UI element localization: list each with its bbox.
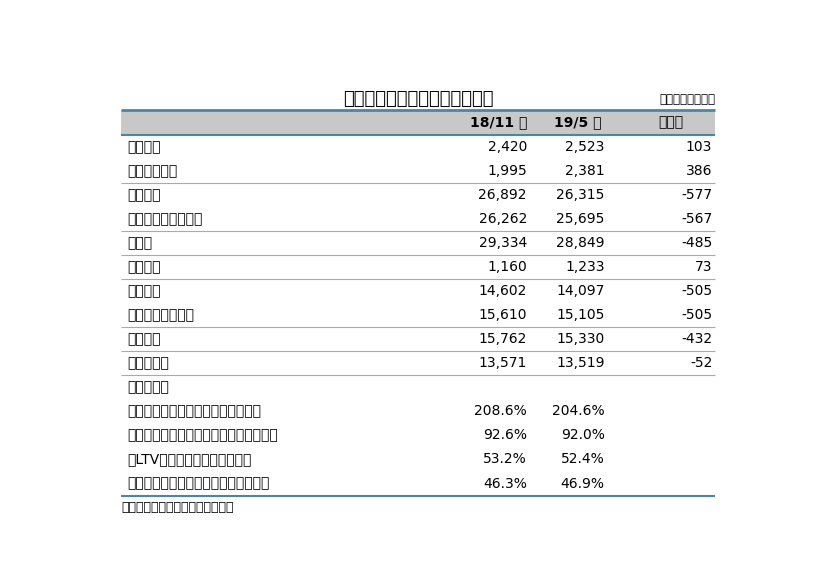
Text: 2,523: 2,523 xyxy=(565,140,605,154)
Text: 2,420: 2,420 xyxy=(488,140,527,154)
Text: 出所：決算短信よりフィスコ作成: 出所：決算短信よりフィスコ作成 xyxy=(121,501,233,514)
Text: ＜安全性＞: ＜安全性＞ xyxy=(127,381,169,395)
Text: （単位：百万円）: （単位：百万円） xyxy=(659,93,716,106)
Text: 自己資本比率（自己資本／総資産）: 自己資本比率（自己資本／総資産） xyxy=(127,477,269,491)
Text: 46.3%: 46.3% xyxy=(483,477,527,491)
Text: 386: 386 xyxy=(685,164,712,178)
Text: 長期負債比率（長期負債／負債合計）: 長期負債比率（長期負債／負債合計） xyxy=(127,428,278,442)
Text: 2,381: 2,381 xyxy=(565,164,605,178)
Text: 固定負債: 固定負債 xyxy=(127,284,161,298)
Text: 46.9%: 46.9% xyxy=(561,477,605,491)
Text: 1,160: 1,160 xyxy=(487,260,527,274)
Text: -505: -505 xyxy=(681,284,712,298)
Text: 1,995: 1,995 xyxy=(487,164,527,178)
Text: 18/11 期: 18/11 期 xyxy=(471,115,528,130)
Text: 26,315: 26,315 xyxy=(557,188,605,202)
Text: 26,262: 26,262 xyxy=(479,212,527,226)
Text: （現預金）: （現預金） xyxy=(127,164,178,178)
Text: （有形固定資産）: （有形固定資産） xyxy=(127,212,202,226)
Text: 73: 73 xyxy=(694,260,712,274)
Text: -432: -432 xyxy=(681,332,712,346)
Text: 1,233: 1,233 xyxy=(565,260,605,274)
Text: 流動比率（流動資産／流動負債）: 流動比率（流動資産／流動負債） xyxy=(127,404,261,418)
Text: 負債合計: 負債合計 xyxy=(127,332,161,346)
Text: 15,610: 15,610 xyxy=(478,308,527,322)
Text: 19/5 期: 19/5 期 xyxy=(554,115,601,130)
Text: 15,762: 15,762 xyxy=(479,332,527,346)
Text: 13,519: 13,519 xyxy=(557,356,605,370)
Text: 13,571: 13,571 xyxy=(479,356,527,370)
Text: 204.6%: 204.6% xyxy=(552,404,605,418)
Text: 貸借対照表及び主要な経営指標: 貸借対照表及び主要な経営指標 xyxy=(343,90,494,108)
Text: 52.4%: 52.4% xyxy=(561,452,605,467)
Text: -577: -577 xyxy=(681,188,712,202)
Text: （有利子負債）: （有利子負債） xyxy=(127,308,194,322)
Text: -505: -505 xyxy=(681,308,712,322)
Text: LTV（有利子負債／総資産）: LTV（有利子負債／総資産） xyxy=(127,452,251,467)
Text: 92.0%: 92.0% xyxy=(561,428,605,442)
Text: 92.6%: 92.6% xyxy=(483,428,527,442)
Text: 固定資産: 固定資産 xyxy=(127,188,161,202)
Text: 増減額: 増減額 xyxy=(659,115,684,130)
Text: 53.2%: 53.2% xyxy=(483,452,527,467)
Text: 25,695: 25,695 xyxy=(557,212,605,226)
Text: -52: -52 xyxy=(690,356,712,370)
Text: 15,330: 15,330 xyxy=(557,332,605,346)
Text: 純資産合計: 純資産合計 xyxy=(127,356,169,370)
Text: 総資産: 総資産 xyxy=(127,236,153,250)
Bar xyxy=(121,110,716,135)
Text: 流動負債: 流動負債 xyxy=(127,260,161,274)
Text: 26,892: 26,892 xyxy=(478,188,527,202)
Text: 29,334: 29,334 xyxy=(479,236,527,250)
Text: 14,097: 14,097 xyxy=(557,284,605,298)
Text: -485: -485 xyxy=(681,236,712,250)
Text: 14,602: 14,602 xyxy=(479,284,527,298)
Text: -567: -567 xyxy=(681,212,712,226)
Text: 28,849: 28,849 xyxy=(557,236,605,250)
Text: 208.6%: 208.6% xyxy=(474,404,527,418)
Text: 103: 103 xyxy=(686,140,712,154)
Text: 流動資産: 流動資産 xyxy=(127,140,161,154)
Text: 15,105: 15,105 xyxy=(557,308,605,322)
